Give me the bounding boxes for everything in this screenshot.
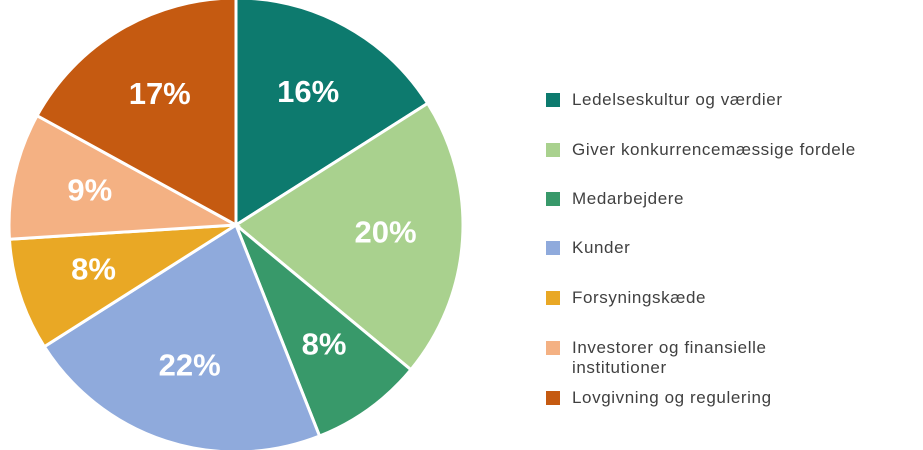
- data-label: 9%: [67, 173, 112, 208]
- legend-label: Giver konkurrencemæssige fordele: [572, 140, 856, 159]
- legend-label: Medarbejdere: [572, 189, 685, 208]
- data-label: 22%: [159, 348, 221, 383]
- data-label: 8%: [71, 251, 116, 286]
- legend-label: Forsyningskæde: [572, 288, 707, 307]
- legend-item: Forsyningskæde: [546, 288, 706, 308]
- legend-swatch: [546, 341, 560, 355]
- legend-swatch: [546, 143, 560, 157]
- legend-label: Investorer og finansielle institutioner: [572, 338, 767, 377]
- legend-item: Lovgivning og regulering: [546, 388, 772, 408]
- pie-slice: [42, 222, 322, 450]
- data-label: 16%: [277, 74, 339, 109]
- pie-slice: [35, 0, 238, 228]
- legend-label: Lovgivning og regulering: [572, 388, 772, 407]
- pie-slice: [7, 223, 237, 349]
- data-label: 17%: [129, 76, 191, 111]
- legend-item: Investorer og finansielle institutioner: [546, 338, 796, 378]
- legend-swatch: [546, 241, 560, 255]
- legend-swatch: [546, 93, 560, 107]
- pie-chart: 16% 20% 8% 22% 8% 9% 17%: [7, 0, 465, 450]
- pie-slice: [234, 0, 430, 228]
- legend: Ledelseskultur og værdier Giver konkurren…: [546, 0, 923, 450]
- legend-label: Kunder: [572, 238, 631, 257]
- legend-item: Medarbejdere: [546, 189, 684, 209]
- data-label: 20%: [355, 215, 417, 250]
- legend-swatch: [546, 391, 560, 405]
- legend-item: Ledelseskultur og værdier: [546, 90, 783, 110]
- pie-slice: [233, 101, 465, 372]
- legend-item: Kunder: [546, 238, 630, 258]
- legend-label: Ledelseskultur og værdier: [572, 90, 783, 109]
- pie-slice: [7, 113, 242, 241]
- legend-swatch: [546, 291, 560, 305]
- legend-swatch: [546, 192, 560, 206]
- pie-slice: [234, 223, 414, 439]
- legend-item: Giver konkurrencemæssige fordele: [546, 140, 856, 160]
- data-label: 8%: [302, 326, 347, 361]
